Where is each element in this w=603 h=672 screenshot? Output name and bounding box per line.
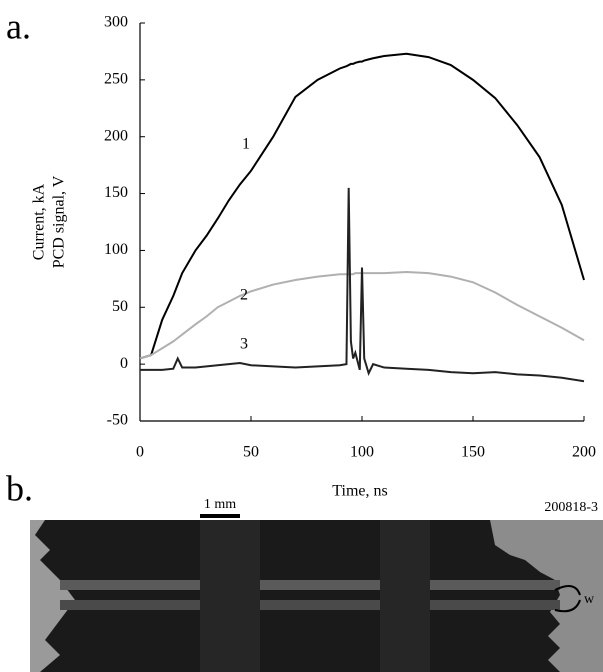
y-axis-label: PCD signal, V: [51, 175, 68, 268]
photo-band: [380, 520, 430, 672]
feature-label: w: [584, 592, 595, 607]
line-series: [140, 187, 585, 383]
y-axis-label: Current, kA: [31, 183, 48, 260]
y-tick-label: -50: [107, 412, 128, 429]
series-label: 3: [240, 336, 248, 353]
y-tick-label: 100: [104, 241, 128, 258]
x-tick-label: 50: [243, 444, 259, 461]
y-tick-label: 0: [120, 355, 128, 372]
panel-label: b.: [6, 468, 33, 508]
photo-edge: [30, 520, 75, 672]
y-tick-label: 250: [104, 71, 128, 88]
photo-edge: [490, 520, 603, 672]
photo-band: [60, 600, 560, 610]
y-tick-label: 200: [104, 127, 128, 144]
y-tick-label: 300: [104, 14, 128, 31]
panel-label: a.: [6, 6, 31, 46]
bracket: [554, 585, 581, 613]
series-label: 2: [240, 287, 248, 304]
scale-label: 1 mm: [204, 497, 236, 512]
y-tick-label: 150: [104, 184, 128, 201]
x-tick-label: 100: [350, 444, 374, 461]
photo-band: [60, 580, 560, 590]
line-series: [139, 52, 585, 360]
photo-band: [200, 520, 260, 672]
x-axis-label: Time, ns: [332, 483, 387, 500]
x-tick-label: 0: [136, 444, 144, 461]
x-tick-label: 150: [461, 444, 485, 461]
photo: [30, 520, 603, 672]
x-tick-label: 200: [572, 444, 596, 461]
shot-id: 200818-3: [544, 500, 598, 515]
series-label: 1: [242, 136, 250, 153]
y-tick-label: 50: [112, 298, 128, 315]
